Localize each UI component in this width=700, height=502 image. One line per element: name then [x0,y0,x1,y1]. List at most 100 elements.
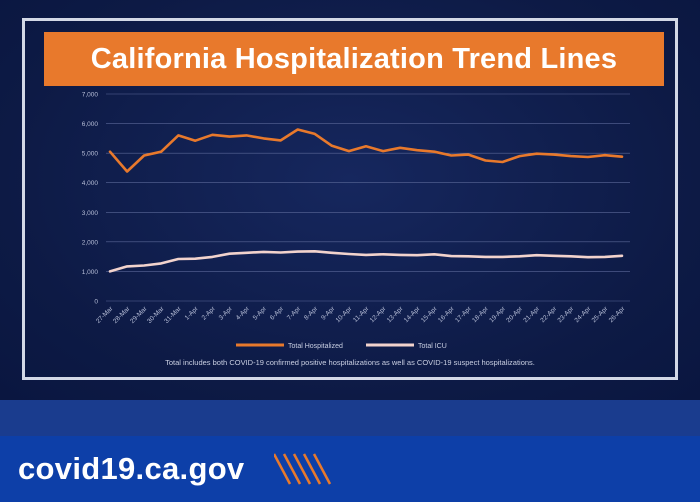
data-point [228,135,231,138]
data-point [177,134,179,136]
x-tick-label: 29-Mar [129,305,149,325]
x-tick-label: 7-Apr [286,305,303,322]
y-tick-label: 0 [94,299,98,306]
legend: Total Hospitalized Total ICU [236,343,447,350]
footer-url[interactable]: covid19.ca.gov [18,451,245,486]
x-tick-label: 10-Apr [335,305,354,324]
data-point [519,255,521,257]
data-point [263,137,265,139]
data-point [211,134,213,136]
y-tick-label: 4,000 [82,180,99,187]
decorative-stripes-icon [274,453,332,485]
x-tick-label: 15-Apr [420,305,439,324]
y-tick-label: 7,000 [82,92,99,99]
data-point [331,252,333,254]
x-tick-label: 12-Apr [369,305,388,324]
data-point [382,253,384,255]
y-tick-label: 1,000 [82,269,99,276]
chart-title: California Hospitalization Trend Lines [90,42,618,75]
data-point [314,250,316,252]
data-point [450,255,452,257]
x-tick-label: 21-Apr [522,305,541,324]
x-tick-label: 28-Mar [112,305,132,325]
data-point [228,253,231,255]
data-point [280,251,282,254]
y-tick-label: 2,000 [82,239,99,246]
series-layer [108,128,624,273]
data-point [143,264,145,267]
slide: California Hospitalization Trend Lines 0… [0,0,700,400]
data-point [484,159,487,162]
data-point [433,151,435,153]
data-point [621,255,623,257]
data-point [467,255,469,257]
y-tick-label: 3,000 [82,210,99,217]
data-point [484,256,487,258]
x-tick-label: 5-Apr [252,305,269,322]
data-point [211,256,213,258]
x-tick-label: 31-Mar [163,305,183,325]
x-tick-label: 6-Apr [269,305,286,322]
data-point [245,252,248,254]
series-line-hospitalized [108,128,624,173]
x-tick-label: 22-Apr [539,305,558,324]
data-point [160,262,162,265]
data-point [331,145,333,147]
data-point [143,154,145,157]
x-tick-label: 17-Apr [454,305,473,324]
data-point [467,154,469,156]
x-tick-label: 13-Apr [386,305,405,324]
data-point [450,154,452,157]
y-tick-label: 6,000 [82,121,99,128]
data-point [109,270,111,273]
y-tick-labels: 0 1,000 2,000 3,000 4,000 5,000 6,000 7,000 [82,92,99,306]
data-point [604,154,606,156]
x-tick-label: 23-Apr [556,305,575,324]
data-point [416,254,418,256]
data-point [245,134,248,136]
x-tick-label: 11-Apr [352,305,371,324]
data-point [126,265,128,268]
data-point [621,156,623,158]
data-point [382,150,384,152]
data-point [297,251,299,253]
data-point [177,258,179,260]
data-point [365,254,367,256]
y-tick-label: 5,000 [82,151,99,158]
data-point [416,149,418,151]
data-point [587,256,589,258]
x-tick-label: 24-Apr [574,305,593,324]
data-point [160,151,162,153]
title-banner: California Hospitalization Trend Lines [44,32,664,86]
data-point [519,155,521,157]
legend-label-icu: Total ICU [418,343,447,350]
x-tick-label: 8-Apr [303,305,320,322]
data-point [570,155,572,157]
x-tick-label: 18-Apr [471,305,490,324]
data-point [365,145,367,147]
line-chart: 0 1,000 2,000 3,000 4,000 5,000 6,000 7,000 27-… [82,92,630,367]
data-point [280,139,282,142]
data-point [297,128,299,131]
data-point [194,258,196,260]
slide-frame [22,18,678,380]
footer-divider [0,400,700,436]
x-tick-label: 26-Apr [608,305,627,324]
data-point [604,256,606,258]
data-point [314,133,316,135]
data-point [348,150,350,152]
data-point [433,253,435,255]
x-tick-label: 4-Apr [235,305,252,322]
data-point [109,151,111,153]
x-tick-label: 20-Apr [505,305,524,324]
data-point [399,254,401,256]
x-tick-label: 1-Apr [184,305,201,322]
data-point [553,255,555,257]
x-tick-label: 30-Mar [146,305,166,325]
data-point [570,255,572,257]
data-point [348,253,350,255]
data-point [536,153,538,155]
x-tick-label: 16-Apr [437,305,456,324]
data-point [587,156,589,158]
